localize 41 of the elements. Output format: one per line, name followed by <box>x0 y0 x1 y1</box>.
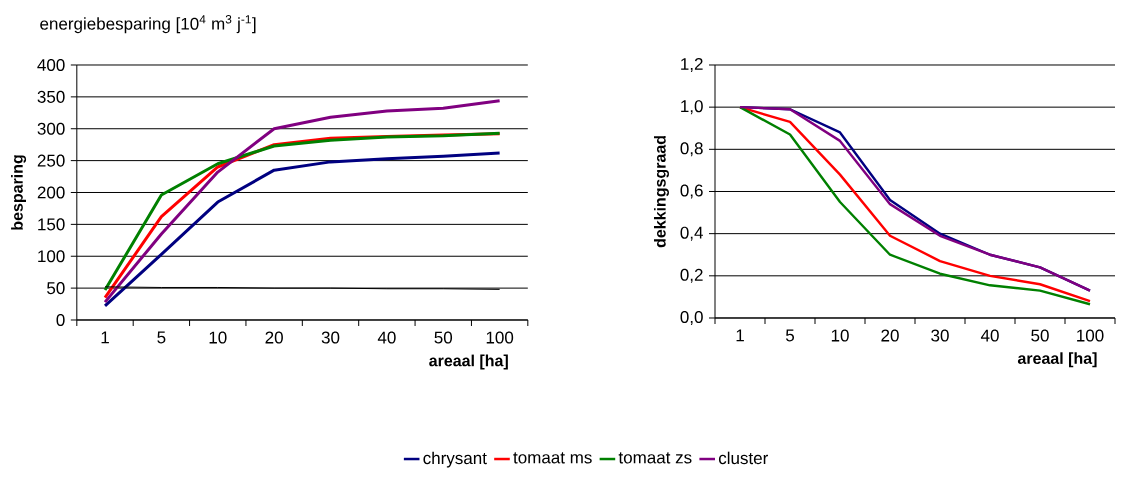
x-tick-label: 20 <box>881 329 899 342</box>
y-tick-label: 350 <box>37 90 65 103</box>
y-tick-label: 50 <box>47 282 65 295</box>
x-tick-label: 100 <box>486 331 514 344</box>
x-axis-title: areaal [ha] <box>429 354 508 370</box>
y-axis-title: dekkingsgraad <box>654 136 669 248</box>
x-tick-label: 100 <box>1077 329 1104 342</box>
y-tick-label: 0,2 <box>680 268 703 283</box>
legend-label: cluster <box>718 451 768 465</box>
y-tick-label: 300 <box>37 122 65 135</box>
x-tick-label: 10 <box>831 329 849 342</box>
y-axis-title: besparing <box>11 155 27 230</box>
x-tick-label: 5 <box>157 331 166 344</box>
y-tick-label: 0,0 <box>680 310 703 326</box>
y-tick-label: 0,6 <box>680 184 703 199</box>
x-tick-label: 5 <box>785 329 795 342</box>
chart-title: energiebesparing [10$^{4}$ m$^{3}$ j$^{-1}$] <box>40 15 256 34</box>
y-tick-label: 200 <box>37 186 65 199</box>
x-tick-label: 1 <box>736 329 744 342</box>
x-tick-label: 50 <box>1031 329 1049 342</box>
y-tick-label: 0 <box>56 313 65 327</box>
x-tick-label: 30 <box>931 329 949 342</box>
x-tick-label: 40 <box>377 331 396 344</box>
x-axis-title: areaal [ha] <box>1017 352 1097 368</box>
legend-label: tomaat zs <box>618 452 692 464</box>
y-tick-label: 0,8 <box>680 142 703 157</box>
y-tick-label: 250 <box>37 154 65 167</box>
y-tick-label: 150 <box>38 218 65 231</box>
x-tick-label: 40 <box>980 329 999 342</box>
x-tick-label: 20 <box>265 331 283 344</box>
x-tick-label: 50 <box>434 331 453 344</box>
legend-label: chrysant <box>423 451 487 468</box>
y-tick-label: 1,0 <box>681 100 703 115</box>
y-tick-label: 0,4 <box>680 226 703 241</box>
y-tick-label: 1,2 <box>681 57 703 73</box>
x-tick-label: 1 <box>101 331 109 344</box>
x-tick-label: 30 <box>321 331 340 344</box>
y-tick-label: 400 <box>37 58 65 72</box>
y-tick-label: 100 <box>38 250 65 263</box>
legend-label: tomaat ms <box>513 452 592 464</box>
x-tick-label: 10 <box>209 331 227 344</box>
